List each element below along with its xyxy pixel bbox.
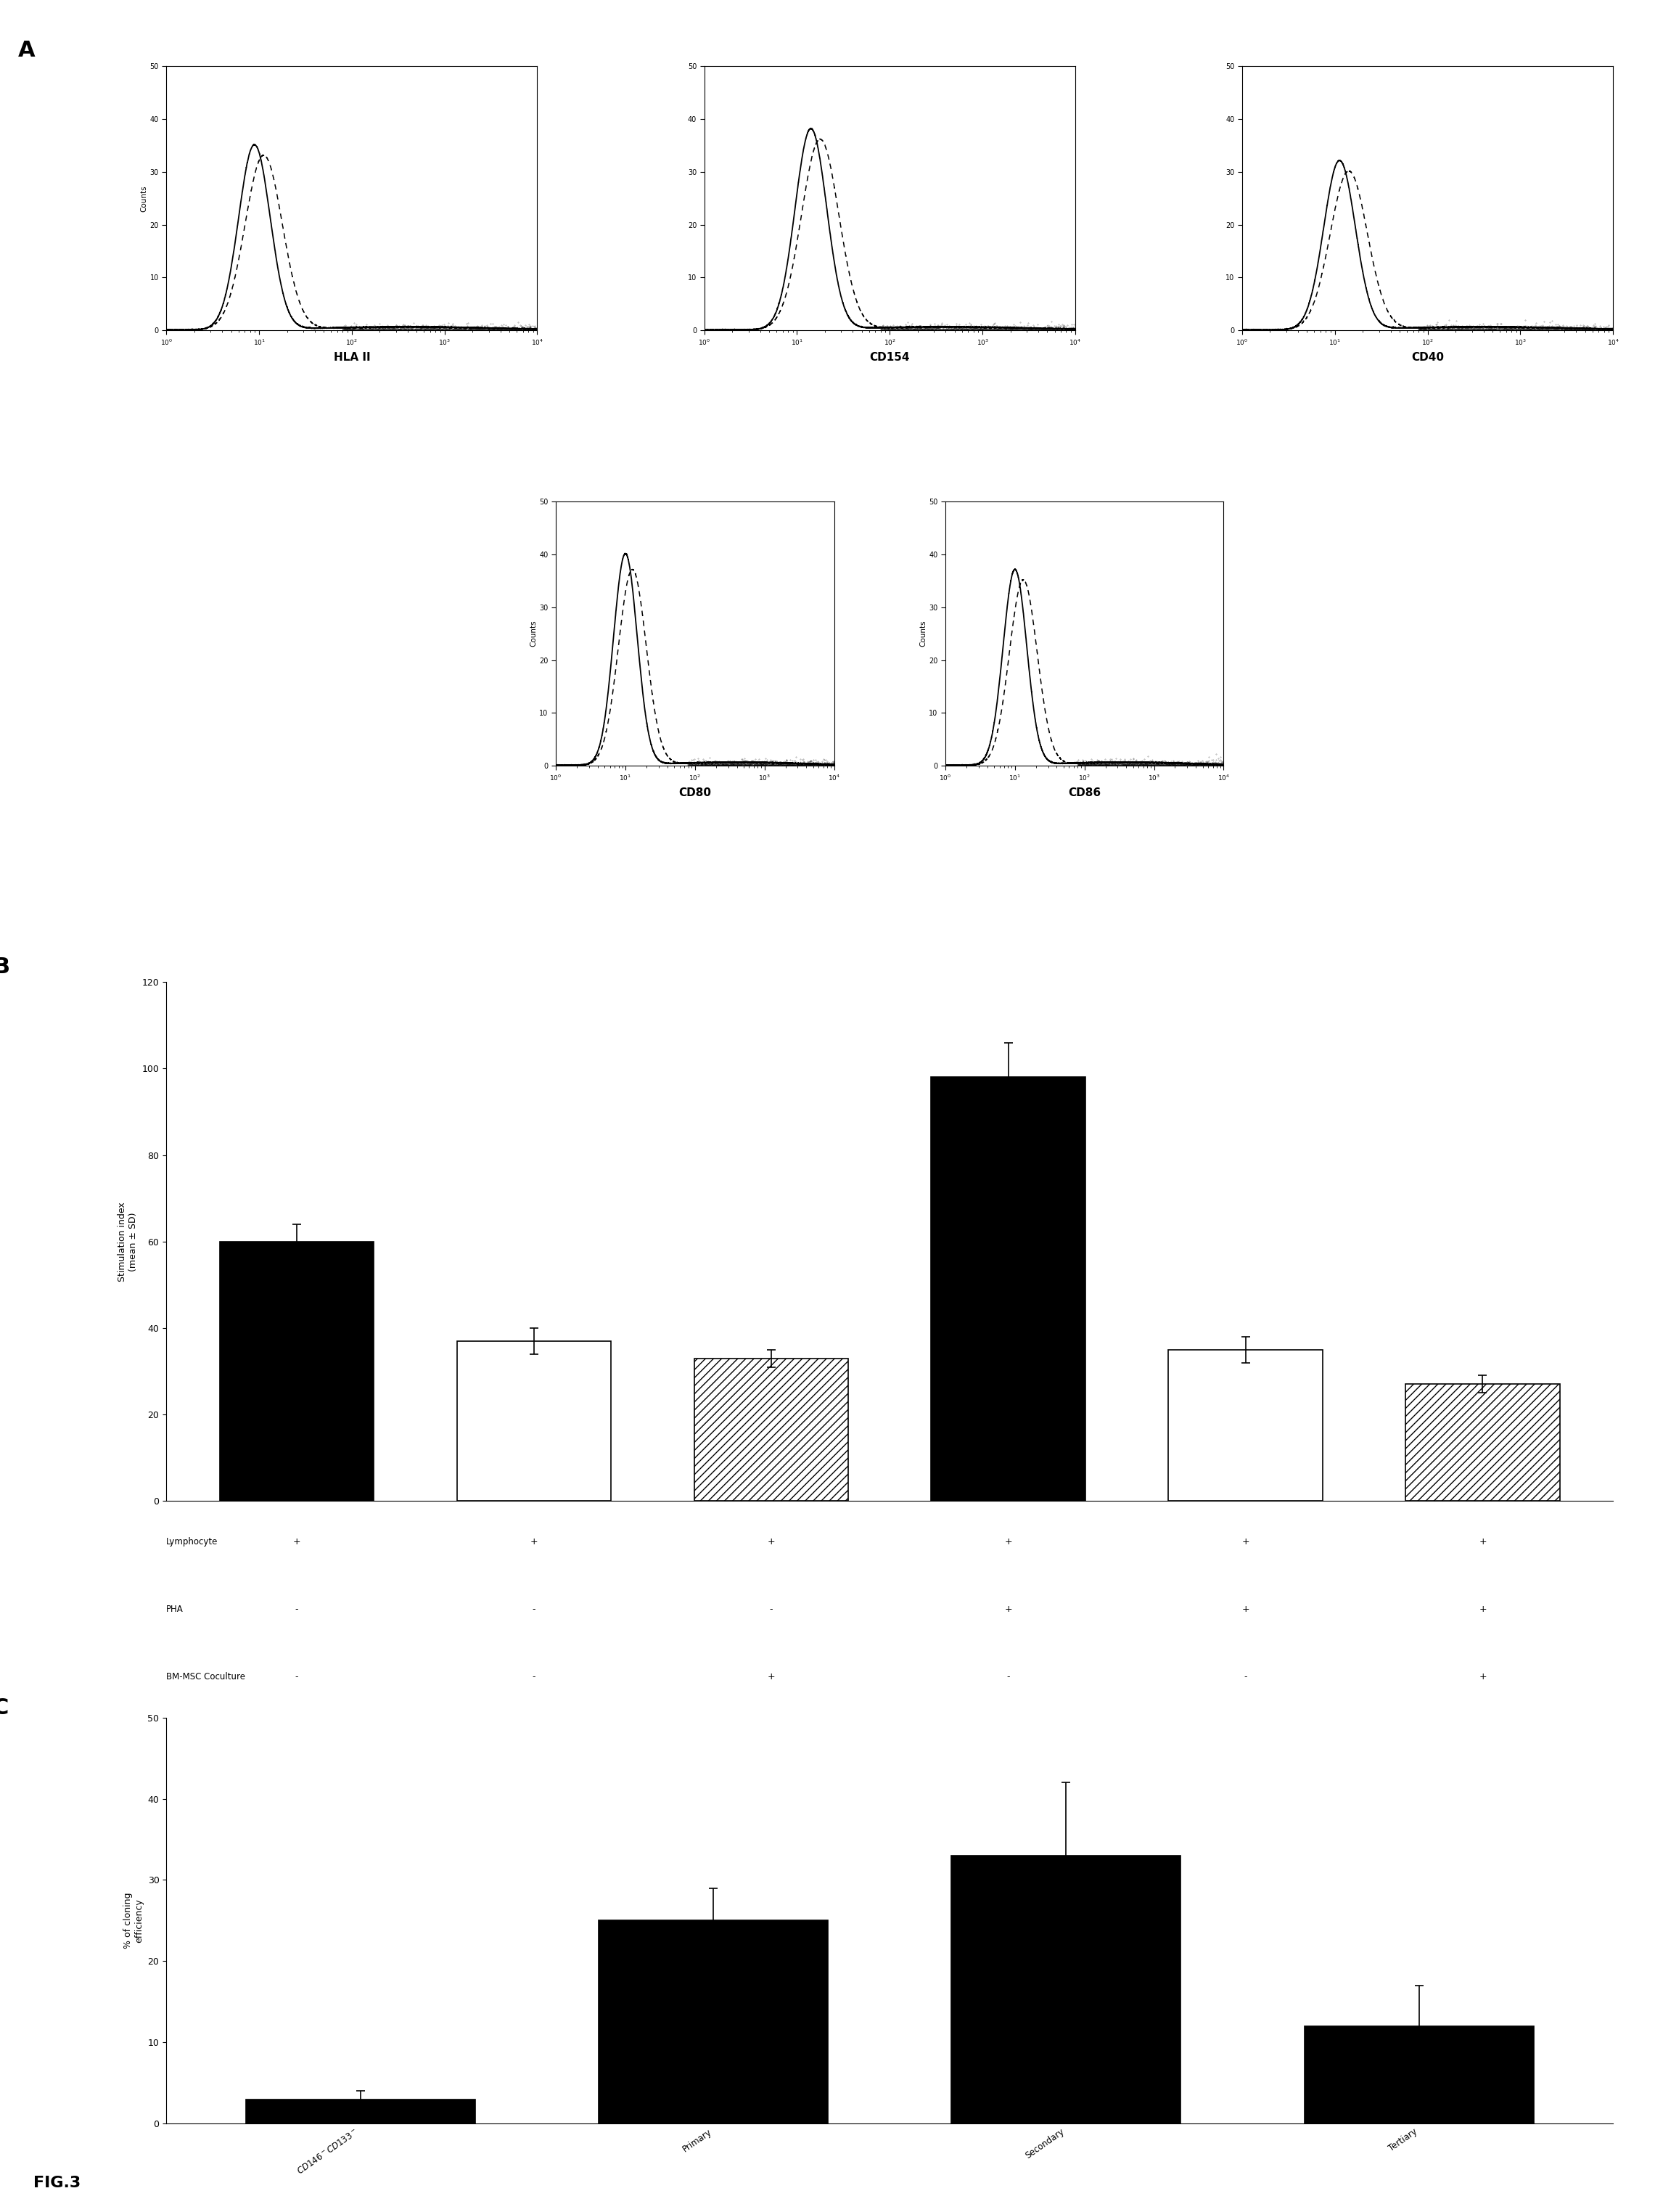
Text: GI-MSC Coculture: GI-MSC Coculture <box>166 1739 241 1750</box>
Text: +: + <box>1478 1604 1487 1615</box>
Text: +: + <box>767 1537 775 1546</box>
Text: FIG.3: FIG.3 <box>33 2174 80 2190</box>
Bar <box>1169 1349 1322 1502</box>
Y-axis label: Stimulation index
(mean ± SD): Stimulation index (mean ± SD) <box>118 1201 138 1281</box>
Y-axis label: Counts: Counts <box>140 186 148 212</box>
Text: -: - <box>532 1604 535 1615</box>
Text: +: + <box>1242 1739 1249 1750</box>
X-axis label: CD80: CD80 <box>679 787 712 799</box>
Text: BM-MSC Coculture: BM-MSC Coculture <box>166 1672 246 1681</box>
Text: -: - <box>294 1604 298 1615</box>
Text: B: B <box>0 956 10 978</box>
Text: -: - <box>770 1604 773 1615</box>
Text: +: + <box>293 1537 301 1546</box>
Text: +: + <box>1478 1537 1487 1546</box>
Text: -: - <box>294 1672 298 1681</box>
Text: +: + <box>767 1672 775 1681</box>
Bar <box>693 1358 848 1502</box>
Text: -: - <box>1244 1672 1247 1681</box>
Text: +: + <box>530 1739 537 1750</box>
Text: PHA: PHA <box>166 1604 183 1615</box>
Bar <box>599 1920 828 2124</box>
Bar <box>457 1340 610 1502</box>
Text: -: - <box>294 1739 298 1750</box>
Text: Lymphocyte: Lymphocyte <box>166 1537 218 1546</box>
X-axis label: HLA II: HLA II <box>333 352 371 363</box>
Text: +: + <box>530 1537 537 1546</box>
X-axis label: CD154: CD154 <box>870 352 910 363</box>
Bar <box>1405 1385 1560 1502</box>
Bar <box>1304 2026 1533 2124</box>
X-axis label: CD86: CD86 <box>1068 787 1101 799</box>
Text: +: + <box>1004 1537 1013 1546</box>
Text: +: + <box>1478 1672 1487 1681</box>
Text: -: - <box>1006 1739 1009 1750</box>
Text: C: C <box>0 1697 8 1719</box>
Text: -: - <box>532 1672 535 1681</box>
Y-axis label: Counts: Counts <box>920 619 926 646</box>
Y-axis label: Counts: Counts <box>530 619 537 646</box>
Text: +: + <box>1242 1537 1249 1546</box>
Y-axis label: % of cloning
efficiency: % of cloning efficiency <box>123 1893 143 1949</box>
Bar <box>220 1241 374 1502</box>
Text: -: - <box>770 1739 773 1750</box>
Text: -: - <box>1006 1672 1009 1681</box>
X-axis label: CD40: CD40 <box>1412 352 1443 363</box>
Bar <box>931 1077 1086 1502</box>
Bar <box>951 1856 1181 2124</box>
Text: A: A <box>18 40 35 62</box>
Text: +: + <box>1004 1604 1013 1615</box>
Bar <box>246 2099 476 2124</box>
Text: -: - <box>1482 1739 1485 1750</box>
Text: +: + <box>1242 1604 1249 1615</box>
